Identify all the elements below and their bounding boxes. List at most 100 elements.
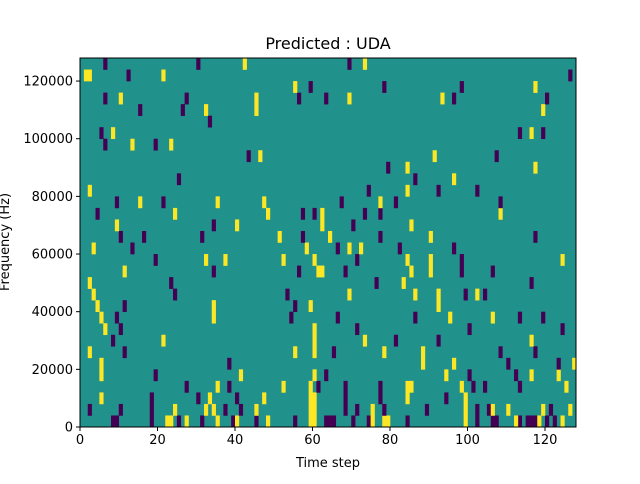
axes-frame: [79, 57, 577, 428]
heatmap-cell: [355, 323, 360, 336]
heatmap-cell: [347, 58, 352, 70]
heatmap-cell: [118, 92, 123, 105]
heatmap-cell: [351, 415, 356, 428]
heatmap-cell: [483, 288, 488, 301]
heatmap-cell: [355, 403, 360, 416]
heatmap-cell: [459, 81, 464, 93]
heatmap-cell: [397, 242, 402, 255]
heatmap-cell: [87, 69, 92, 82]
heatmap-cell: [122, 265, 127, 278]
heatmap-cell: [370, 403, 375, 416]
heatmap-cell: [173, 288, 178, 301]
x-tick-label: 120: [533, 433, 558, 448]
heatmap-cell: [467, 323, 472, 336]
heatmap-cell: [413, 288, 418, 301]
heatmap-cell: [138, 104, 143, 116]
heatmap-cell: [421, 346, 426, 359]
heatmap-cell: [328, 415, 333, 428]
heatmap-cell: [490, 403, 495, 416]
heatmap-cell: [386, 161, 391, 174]
heatmap-cell: [215, 380, 220, 393]
heatmap-cell: [572, 357, 577, 370]
heatmap-cell: [122, 300, 127, 312]
heatmap-cell: [293, 81, 298, 93]
heatmap-cell: [312, 323, 317, 336]
heatmap-cell: [324, 415, 329, 428]
heatmap-cell: [339, 196, 344, 209]
heatmap-cell: [343, 380, 348, 393]
heatmap-cell: [347, 288, 352, 301]
x-tick-label: 20: [149, 433, 166, 448]
y-tick-label: 120000: [23, 75, 73, 90]
y-axis-label: Frequency (Hz): [0, 193, 13, 291]
heatmap-cell: [111, 127, 116, 140]
heatmap-cell: [235, 392, 240, 405]
heatmap-cell: [262, 392, 267, 405]
heatmap-cell: [545, 92, 550, 105]
heatmap-cell: [122, 346, 127, 359]
heatmap-cell: [405, 254, 410, 266]
heatmap-cell: [432, 150, 437, 163]
heatmap-cell: [490, 311, 495, 324]
heatmap-cell: [114, 196, 120, 209]
heatmap-cell: [405, 380, 410, 393]
heatmap-cell: [475, 288, 480, 301]
heatmap-cell: [118, 230, 123, 243]
heatmap-cell: [87, 346, 92, 359]
heatmap-cell: [405, 161, 410, 174]
heatmap-cell: [169, 277, 174, 289]
heatmap-cell: [312, 207, 317, 220]
heatmap-cell: [490, 415, 495, 428]
heatmap-cell: [413, 173, 418, 186]
heatmap-cell: [211, 300, 216, 312]
heatmap-cell: [393, 334, 399, 347]
heatmap-cell: [176, 415, 182, 428]
heatmap-cell: [238, 369, 244, 382]
heatmap-cell: [87, 277, 92, 289]
heatmap-cell: [533, 161, 538, 174]
heatmap-cell: [331, 346, 337, 359]
heatmap-cell: [378, 207, 383, 220]
heatmap-cell: [149, 403, 154, 416]
heatmap-cell: [533, 230, 538, 243]
heatmap-cell: [246, 150, 251, 163]
heatmap-cell: [463, 403, 468, 416]
heatmap-cell: [556, 357, 561, 370]
heatmap-cell: [359, 242, 364, 255]
heatmap-cell: [347, 242, 352, 255]
heatmap-cell: [211, 219, 216, 232]
heatmap-cell: [452, 242, 457, 255]
heatmap-cell: [235, 219, 240, 232]
heatmap-cell: [235, 415, 240, 428]
heatmap-cell: [312, 346, 317, 359]
heatmap-cell: [180, 104, 185, 116]
heatmap-cell: [463, 392, 468, 405]
heatmap-cell: [211, 265, 216, 278]
heatmap-cell: [568, 69, 573, 82]
x-axis-label: Time step: [295, 456, 360, 471]
heatmap-cell: [149, 415, 154, 428]
heatmap-cell: [483, 380, 488, 393]
heatmap-cell: [362, 334, 368, 347]
heatmap-cell: [560, 415, 565, 428]
heatmap-cell: [99, 357, 104, 370]
heatmap-cell: [254, 415, 259, 428]
heatmap-cell: [200, 230, 205, 243]
heatmap-cell: [300, 230, 306, 243]
y-tick-label: 40000: [32, 305, 73, 320]
heatmap-cell: [498, 346, 503, 359]
heatmap-cell: [436, 288, 441, 301]
heatmap-cell: [289, 311, 294, 324]
heatmap-cell: [308, 380, 313, 393]
heatmap-cell: [564, 380, 569, 393]
x-axis: 0 20 40 60 80 100 120: [76, 427, 558, 448]
heatmap-cell: [552, 415, 557, 428]
heatmap-cell: [99, 392, 104, 405]
heatmap-cell: [475, 415, 480, 428]
heatmap-cell: [386, 415, 391, 428]
heatmap-cell: [541, 403, 546, 416]
heatmap-cell: [382, 346, 387, 359]
heatmap-cell: [308, 415, 313, 428]
heatmap-cell: [285, 288, 290, 301]
